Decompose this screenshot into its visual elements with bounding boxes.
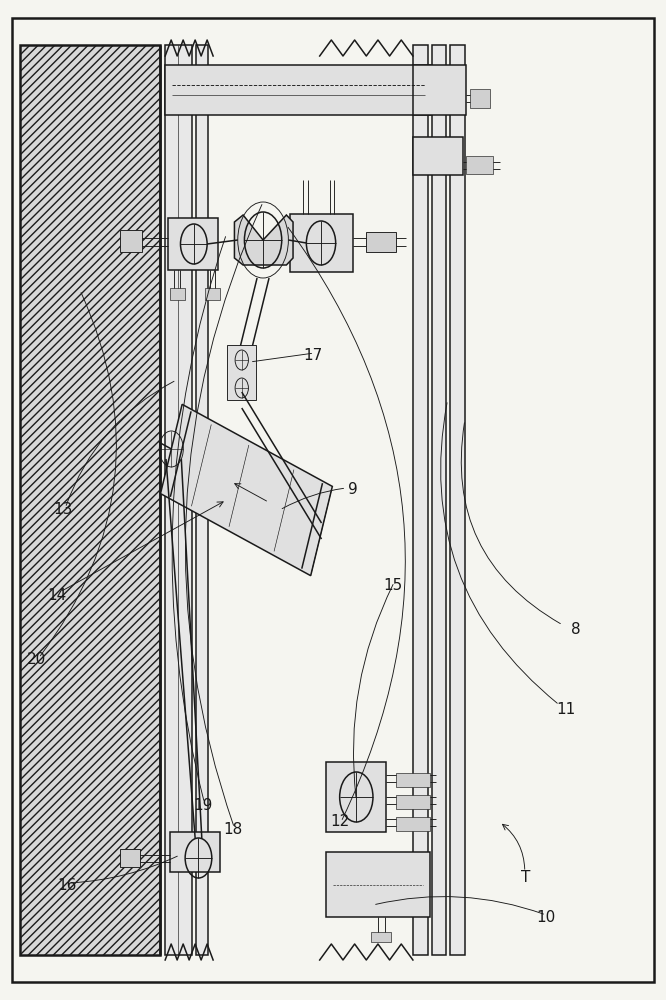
Bar	[396, 795, 430, 809]
Bar	[326, 852, 430, 917]
Bar	[470, 89, 490, 108]
Bar	[432, 45, 446, 955]
Bar	[165, 45, 192, 955]
Bar	[227, 345, 256, 400]
Text: 12: 12	[330, 814, 349, 830]
Bar	[196, 45, 208, 955]
Text: 17: 17	[304, 348, 322, 362]
Bar	[466, 156, 493, 174]
Bar	[290, 214, 353, 272]
Bar	[170, 288, 185, 300]
Bar	[396, 773, 430, 787]
Text: T: T	[521, 870, 531, 886]
Text: 15: 15	[384, 578, 402, 592]
Text: 19: 19	[193, 798, 213, 812]
Bar	[413, 65, 466, 115]
Bar	[20, 45, 160, 955]
Bar	[170, 832, 220, 872]
Text: 9: 9	[348, 483, 358, 497]
Bar	[165, 65, 432, 115]
Text: 16: 16	[57, 878, 77, 892]
Text: 18: 18	[224, 822, 242, 838]
Bar	[120, 849, 140, 867]
Text: 11: 11	[557, 702, 575, 718]
Bar	[372, 932, 392, 942]
Bar	[326, 762, 386, 832]
Bar	[413, 45, 428, 955]
Text: 14: 14	[47, 587, 66, 602]
Bar	[168, 218, 218, 270]
Bar	[396, 817, 430, 831]
Bar	[120, 230, 142, 252]
Text: 10: 10	[537, 910, 555, 924]
Bar	[366, 232, 396, 252]
Text: 8: 8	[571, 622, 581, 638]
Bar	[413, 137, 463, 175]
Polygon shape	[234, 215, 293, 265]
Bar	[450, 45, 465, 955]
Polygon shape	[161, 404, 332, 576]
Bar	[205, 288, 220, 300]
Text: 13: 13	[53, 502, 73, 518]
Text: 20: 20	[27, 652, 46, 668]
